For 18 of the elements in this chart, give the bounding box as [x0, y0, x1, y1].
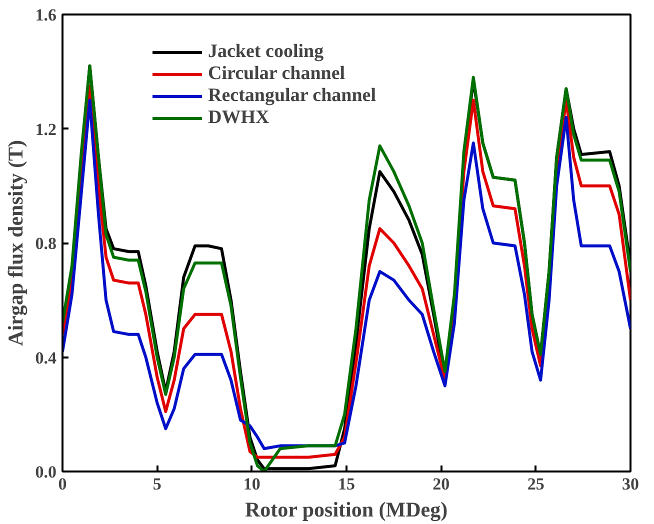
- x-axis-title: Rotor position (MDeg): [245, 498, 448, 522]
- x-tick-label: 25: [527, 474, 544, 494]
- x-tick-label: 0: [58, 474, 67, 494]
- x-tick-label: 30: [622, 474, 639, 494]
- y-tick-label: 0.0: [35, 462, 56, 482]
- y-tick-label: 0.4: [35, 348, 57, 368]
- x-tick-label: 20: [432, 474, 450, 494]
- x-tick-label: 5: [152, 474, 162, 494]
- y-tick-label: 1.6: [35, 6, 56, 24]
- x-tick-label: 15: [338, 474, 355, 494]
- legend-label: Circular channel: [208, 63, 346, 85]
- y-axis-title: Airgap flux density (T): [3, 140, 28, 346]
- y-tick-label: 0.8: [35, 234, 56, 253]
- legend-label: DWHX: [208, 107, 270, 129]
- y-tick-label: 1.2: [35, 120, 56, 139]
- legend-label: Rectangular channel: [208, 85, 376, 107]
- x-tick-label: 10: [243, 474, 260, 494]
- legend-label: Jacket cooling: [208, 41, 324, 63]
